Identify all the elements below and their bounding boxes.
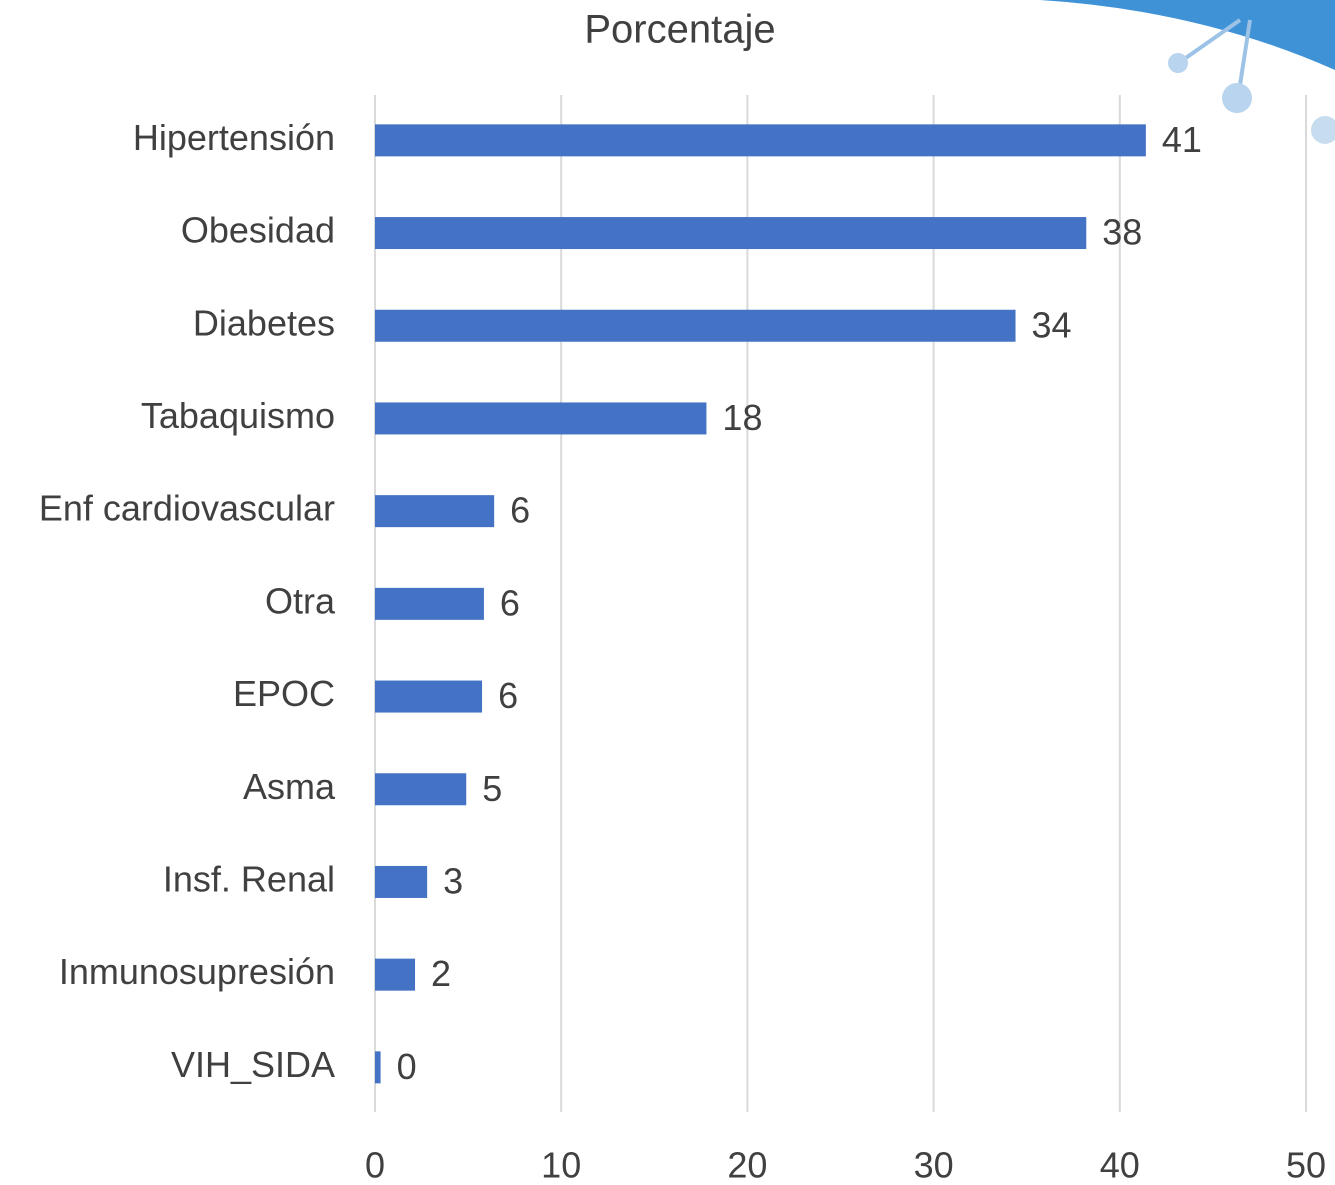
bar xyxy=(375,958,416,991)
y-tick-label: Otra xyxy=(265,580,336,621)
data-label: 3 xyxy=(443,860,463,901)
y-tick-label: Insf. Renal xyxy=(163,858,335,899)
bar xyxy=(375,587,484,620)
y-tick-label: Asma xyxy=(243,766,336,807)
data-label: 5 xyxy=(482,768,502,809)
y-tick-label: Diabetes xyxy=(193,302,335,343)
y-tick-label: Obesidad xyxy=(181,210,335,251)
data-label: 18 xyxy=(722,397,762,438)
bar xyxy=(375,495,495,528)
x-tick-label: 20 xyxy=(727,1145,767,1185)
y-tick-label: Hipertensión xyxy=(133,117,335,158)
data-label: 2 xyxy=(431,953,451,994)
y-tick-label: Inmunosupresión xyxy=(59,951,335,992)
data-label: 6 xyxy=(510,490,530,531)
bar xyxy=(375,309,1016,342)
x-tick-label: 50 xyxy=(1286,1145,1326,1185)
data-label: 0 xyxy=(397,1046,417,1087)
y-tick-label: VIH_SIDA xyxy=(171,1044,335,1085)
decoration xyxy=(1040,0,1335,144)
chart-title: Porcentaje xyxy=(584,8,775,52)
bar xyxy=(375,773,467,806)
x-tick-label: 40 xyxy=(1100,1145,1140,1185)
x-tick-label: 10 xyxy=(541,1145,581,1185)
y-tick-label: EPOC xyxy=(233,673,335,714)
data-label: 6 xyxy=(498,675,518,716)
x-tick-label: 30 xyxy=(914,1145,954,1185)
y-tick-label: Tabaquismo xyxy=(141,395,335,436)
y-tick-label: Enf cardiovascular xyxy=(39,488,335,529)
bar xyxy=(375,680,483,713)
bar xyxy=(375,865,428,898)
data-label: 34 xyxy=(1032,304,1072,345)
data-label: 41 xyxy=(1162,119,1202,160)
bar xyxy=(375,1051,381,1084)
data-label: 6 xyxy=(500,582,520,623)
bar xyxy=(375,217,1087,250)
data-label: 38 xyxy=(1102,212,1142,253)
bar xyxy=(375,124,1146,157)
x-tick-label: 0 xyxy=(365,1145,385,1185)
bar xyxy=(375,402,707,435)
